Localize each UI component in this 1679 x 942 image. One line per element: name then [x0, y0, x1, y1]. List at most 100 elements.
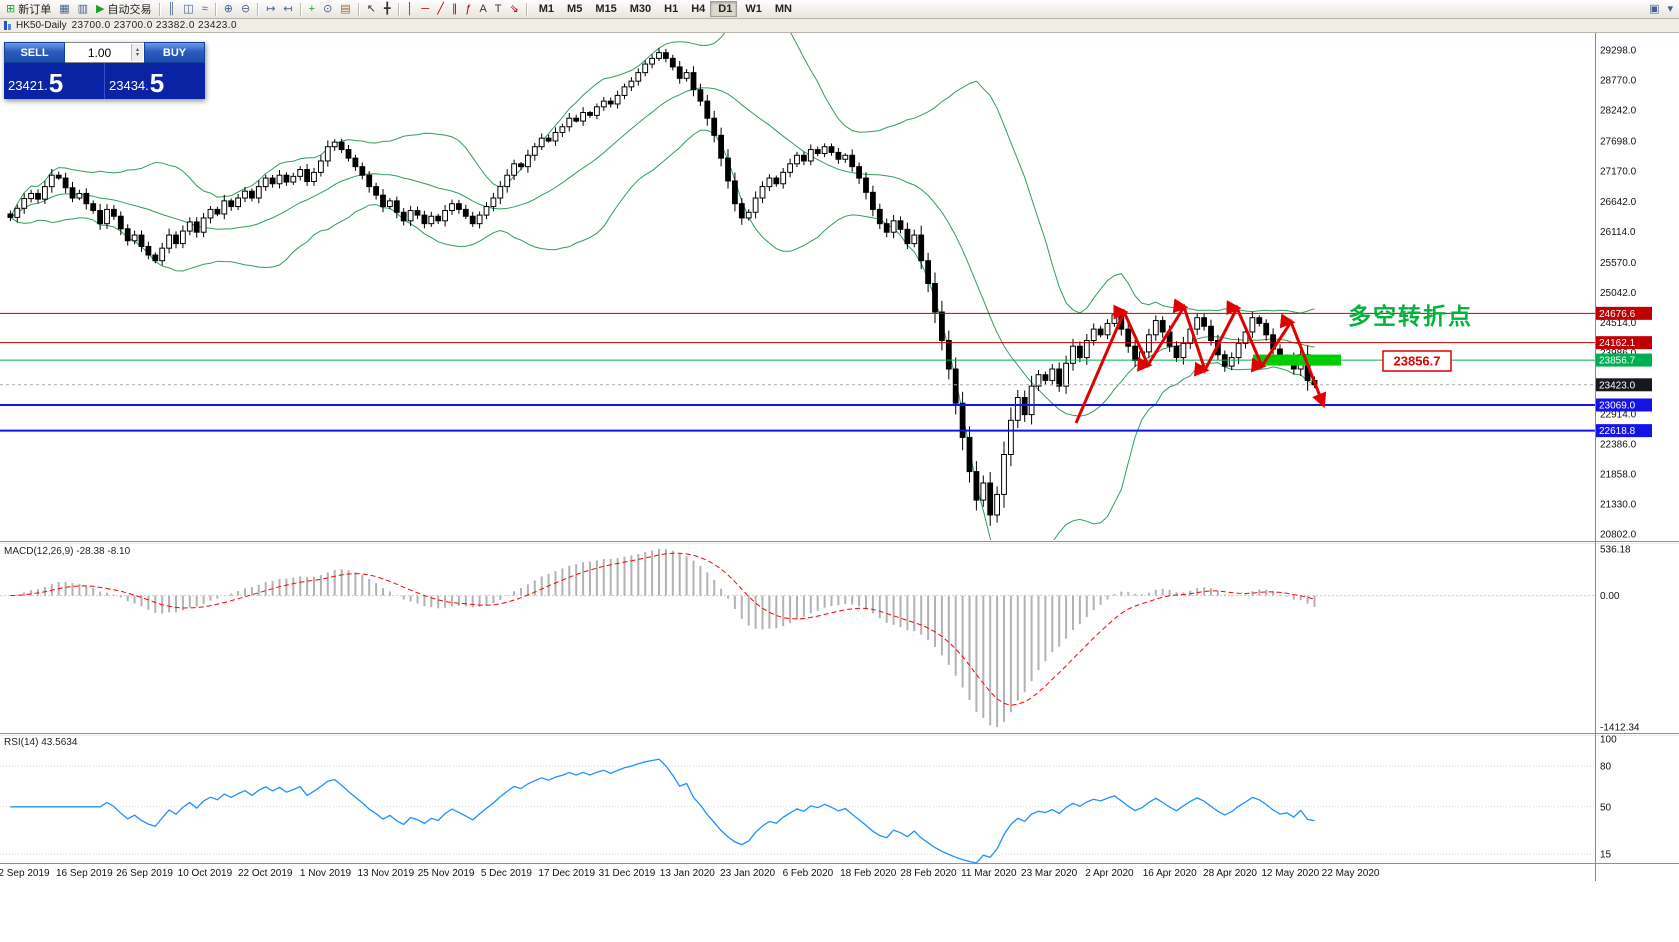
- crosshair-button[interactable]: ╋: [380, 1, 395, 17]
- svg-text:28 Feb 2020: 28 Feb 2020: [900, 868, 957, 879]
- spinner-down-icon[interactable]: ▾: [135, 51, 139, 58]
- timeframes-menu-button[interactable]: ⊙: [319, 1, 336, 17]
- channel-button[interactable]: ∥: [448, 1, 462, 17]
- svg-text:23 Jan 2020: 23 Jan 2020: [720, 868, 775, 879]
- drawings-layer[interactable]: 23856.7 多空转折点: [1074, 298, 1473, 424]
- macd-label: MACD(12,26,9) -28.38 -8.10: [4, 546, 131, 557]
- volume-input[interactable]: [65, 43, 144, 62]
- buy-button[interactable]: BUY: [144, 42, 205, 63]
- one-click-top-row: SELL ▴ ▾ BUY: [4, 42, 205, 63]
- chart-tab-title[interactable]: HK50-Daily: [16, 20, 67, 31]
- toolbar-right-buttons: ▣ ▾: [1645, 1, 1677, 17]
- timeframe-mn-button[interactable]: MN: [767, 1, 797, 17]
- more-button[interactable]: ▾: [1663, 1, 1677, 17]
- trendline-icon: ╱: [437, 2, 444, 15]
- timeframe-m5-button[interactable]: M5: [559, 1, 587, 17]
- main-toolbar: ⊞ 新订单 ▦ ▥ ▶ 自动交易 ║ ◫ ≈ ⊕ ⊖ ↦ ↤ + ⊙ ▤ ↖ ╋ │ ─ ╱ ∥ ƒ A T ⇘ M1 M5 M15 M3…: [0, 0, 1679, 19]
- arrows-button[interactable]: ⇘: [506, 1, 523, 17]
- time-axis[interactable]: 2 Sep 2019 16 Sep 2019 26 Sep 2019 10 Oct 2…: [0, 868, 1380, 879]
- bar-chart-button[interactable]: ║: [164, 1, 180, 17]
- fibonacci-button[interactable]: ƒ: [461, 1, 475, 17]
- svg-text:5 Dec 2019: 5 Dec 2019: [481, 868, 533, 879]
- horizontal-levels-layer[interactable]: [0, 312, 1595, 432]
- timeframe-m15-label: M15: [595, 3, 617, 15]
- sell-price-small: 23421.: [8, 78, 48, 93]
- label-icon: T: [494, 2, 502, 15]
- zoom-out-button[interactable]: ⊖: [237, 1, 254, 17]
- svg-text:23423.0: 23423.0: [1599, 380, 1636, 391]
- auto-scroll-button[interactable]: ↦: [262, 1, 279, 17]
- horizontal-line-button[interactable]: ─: [417, 1, 433, 17]
- text-button[interactable]: A: [475, 1, 490, 17]
- line-chart-button[interactable]: ≈: [198, 1, 212, 17]
- price-callout-text: 23856.7: [1394, 354, 1441, 369]
- cursor-button[interactable]: ↖: [363, 1, 380, 17]
- window-layout-icon: ▣: [1649, 2, 1660, 15]
- auto-trading-icon: ▶: [96, 2, 105, 15]
- timeframe-m30-button[interactable]: M30: [622, 1, 656, 17]
- text-icon: A: [479, 2, 487, 15]
- new-order-label: 新订单: [18, 4, 52, 16]
- timeframe-m30-label: M30: [629, 3, 652, 15]
- svg-text:18 Feb 2020: 18 Feb 2020: [840, 868, 897, 879]
- candlestick-chart-button[interactable]: ◫: [179, 1, 197, 17]
- timeframe-d1-button[interactable]: D1: [710, 1, 738, 17]
- timeframes-menu-icon: ⊙: [323, 2, 333, 15]
- trendline-button[interactable]: ╱: [433, 1, 448, 17]
- bollinger-bands-layer: [9, 33, 1315, 540]
- timeframe-m15-button[interactable]: M15: [587, 1, 621, 17]
- timeframe-h4-button[interactable]: H4: [683, 1, 710, 17]
- chart-area: 23856.7 多空转折点 29298.0 28770.0 28242.0 27698.0…: [0, 33, 1679, 881]
- svg-text:10 Oct 2019: 10 Oct 2019: [178, 868, 233, 879]
- svg-text:0.00: 0.00: [1600, 591, 1620, 602]
- svg-text:-1412.34: -1412.34: [1600, 723, 1640, 734]
- one-click-price-row: 23421. 5 23434. 5: [4, 63, 205, 99]
- label-button[interactable]: T: [491, 1, 506, 17]
- toolbar-separator: [299, 2, 302, 16]
- svg-text:16 Apr 2020: 16 Apr 2020: [1143, 868, 1197, 879]
- sell-price[interactable]: 23421. 5: [4, 63, 104, 99]
- indicators-icon: +: [308, 2, 316, 15]
- toolbar-separator: [525, 2, 528, 16]
- spinner-up-icon[interactable]: ▴: [135, 46, 139, 53]
- new-order-icon: ⊞: [6, 2, 16, 15]
- templates-button[interactable]: ▤: [336, 1, 354, 17]
- buy-price[interactable]: 23434. 5: [104, 63, 205, 99]
- charts-grid-button[interactable]: ▦: [55, 1, 73, 17]
- timeframe-h1-button[interactable]: H1: [656, 1, 683, 17]
- chart-title-bar: HK50-Daily 23700.0 23700.0 23382.0 23423…: [0, 19, 1679, 33]
- timeframe-m1-label: M1: [538, 3, 555, 15]
- svg-text:25570.0: 25570.0: [1600, 258, 1637, 269]
- svg-text:6 Feb 2020: 6 Feb 2020: [783, 868, 834, 879]
- profiles-button[interactable]: ▥: [74, 1, 92, 17]
- price-chart-canvas[interactable]: 23856.7 多空转折点 29298.0 28770.0 28242.0 27698.0…: [0, 33, 1679, 881]
- svg-text:25042.0: 25042.0: [1600, 288, 1637, 299]
- pane-separators[interactable]: [0, 33, 1679, 881]
- timeframe-w1-button[interactable]: W1: [737, 1, 767, 17]
- price-axis[interactable]: 29298.0 28770.0 28242.0 27698.0 27170.0 26642…: [1596, 45, 1652, 541]
- svg-text:536.18: 536.18: [1600, 545, 1631, 556]
- new-order-button[interactable]: ⊞ 新订单: [2, 1, 55, 17]
- timeframe-h4-label: H4: [691, 3, 706, 15]
- chart-ohlc-readout: 23700.0 23700.0 23382.0 23423.0: [71, 20, 237, 31]
- chart-shift-icon: ↤: [283, 2, 293, 15]
- cursor-icon: ↖: [366, 2, 376, 15]
- indicators-button[interactable]: +: [305, 1, 319, 17]
- toolbar-separator: [257, 2, 260, 16]
- candlestick-chart-icon: ◫: [183, 2, 194, 15]
- auto-trading-button[interactable]: ▶ 自动交易: [92, 1, 155, 17]
- sell-button[interactable]: SELL: [4, 42, 65, 63]
- turning-point-annotation: 多空转折点: [1348, 303, 1473, 329]
- timeframe-m1-button[interactable]: M1: [531, 1, 559, 17]
- vertical-line-icon: │: [406, 2, 414, 15]
- svg-text:24162.1: 24162.1: [1599, 338, 1636, 349]
- zoom-in-button[interactable]: ⊕: [220, 1, 237, 17]
- window-layout-button[interactable]: ▣: [1645, 1, 1663, 17]
- chart-shift-button[interactable]: ↤: [279, 1, 296, 17]
- chart-tab-icon: [4, 21, 11, 30]
- vertical-line-button[interactable]: │: [403, 1, 418, 17]
- volume-field: ▴ ▾: [65, 42, 144, 63]
- fibonacci-icon: ƒ: [465, 2, 472, 15]
- volume-spinner[interactable]: ▴ ▾: [131, 44, 143, 61]
